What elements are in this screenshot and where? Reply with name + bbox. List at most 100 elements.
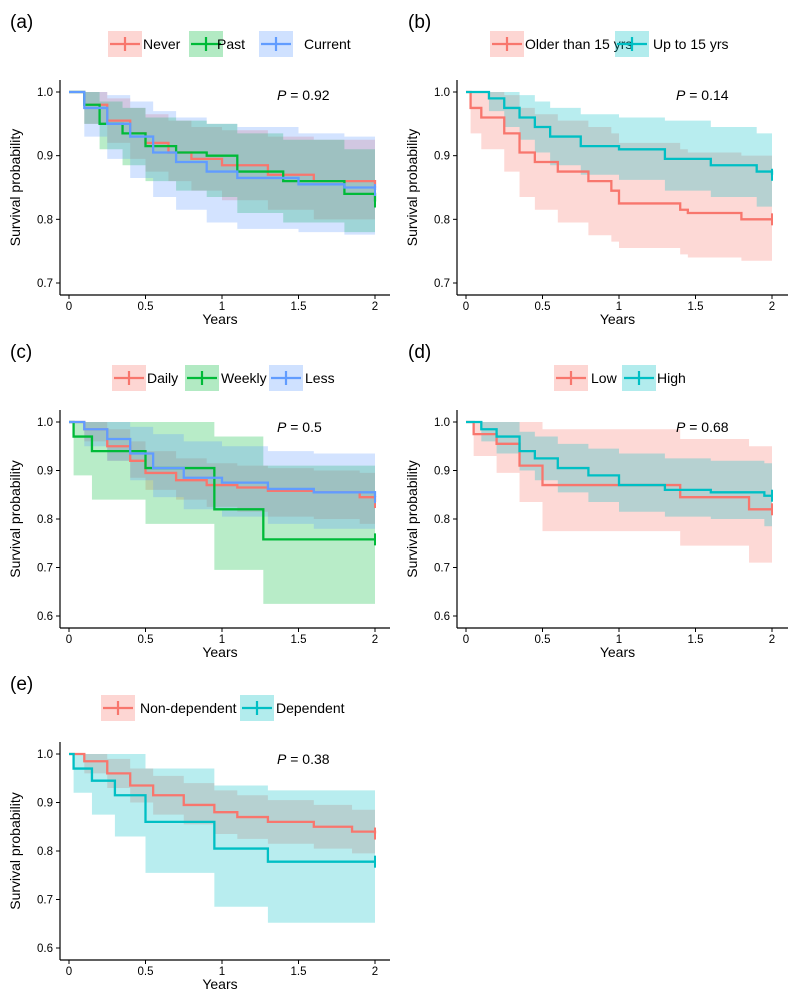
ci-band-dependent: [69, 754, 375, 923]
y-tick-label: 0.8: [37, 214, 53, 226]
panel-label: (b): [408, 12, 431, 33]
y-tick-label: 0.9: [434, 151, 450, 163]
legend-item: Low: [554, 365, 618, 391]
x-tick-label: 2: [769, 634, 775, 646]
survival-curve-high: [466, 420, 772, 497]
y-axis-title: Survival probability: [7, 460, 23, 578]
legend-label: Never: [143, 36, 181, 52]
survival-curve-dependent: [69, 752, 375, 863]
x-tick-label: 1: [219, 634, 225, 646]
legend-label: Dependent: [276, 700, 345, 716]
p-value-annotation: P = 0.92: [277, 87, 330, 103]
legend-item: Past: [189, 31, 245, 57]
y-axis-title: Survival probability: [7, 792, 23, 910]
x-tick-label: 1: [616, 301, 622, 313]
y-tick-label: 1.0: [37, 87, 53, 99]
y-tick-label: 0.7: [434, 563, 450, 575]
p-value-annotation: P = 0.14: [676, 87, 729, 103]
p-value-annotation: P = 0.68: [676, 419, 729, 435]
panel-b: (b) Older than 15 yrs Up to 15 yrs 0 0.5 1 1.5…: [404, 12, 788, 327]
legend-label: High: [657, 370, 686, 386]
x-tick-label: 0: [66, 966, 72, 978]
p-value-symbol: P: [277, 751, 287, 767]
y-tick-label: 0.6: [434, 611, 450, 623]
x-axis-title: Years: [202, 644, 237, 660]
y-tick-label: 0.8: [37, 846, 53, 858]
survival-curve-current: [69, 90, 377, 191]
y-tick-label: 0.7: [434, 278, 450, 290]
x-tick-label: 1.5: [291, 301, 307, 313]
panel-d: (d) Low High 0 0.5 1 1.5 2 0.6 0.7 0.8 0.9 1.0 Years S…: [404, 342, 788, 660]
p-value-symbol: P: [676, 87, 686, 103]
legend-item: Dependent: [240, 695, 345, 721]
y-tick-label: 0.8: [434, 514, 450, 526]
p-value-text: = 0.14: [685, 87, 728, 103]
x-tick-label: 1: [616, 634, 622, 646]
p-value-symbol: P: [277, 87, 287, 103]
panel-e: (e) Non-dependent Dependent 0 0.5 1 1.5 2 0.6 0.7…: [7, 674, 390, 992]
survival-curve-up-to-15-yrs: [466, 90, 774, 175]
panel-a: (a) Never Past Current 0 0.5 1 1.5 2 0.7 0.8 0.9 1.0…: [7, 12, 390, 327]
y-tick-label: 0.6: [37, 611, 53, 623]
legend-label: Older than 15 yrs: [525, 36, 632, 52]
legend-label: Past: [217, 36, 245, 52]
x-tick-label: 0.5: [535, 301, 551, 313]
legend-item: High: [622, 365, 686, 391]
legend-label: Less: [305, 370, 335, 386]
panel-label: (e): [10, 674, 33, 695]
y-tick-label: 1.0: [434, 87, 450, 99]
y-tick-label: 0.7: [37, 278, 53, 290]
y-axis-title: Survival probability: [7, 129, 23, 247]
x-tick-label: 0: [463, 634, 469, 646]
legend-item: Current: [259, 31, 351, 57]
survival-curve-non-dependent: [69, 752, 377, 834]
x-tick-label: 2: [372, 301, 378, 313]
panel-label: (c): [10, 342, 32, 363]
x-tick-label: 2: [372, 966, 378, 978]
x-tick-label: 2: [372, 634, 378, 646]
panel-c: (c) Daily Weekly Less 0 0.5 1 1.5 2 0.6 0.7 0.8 0.9 1…: [7, 342, 390, 660]
ci-band-daily: [69, 422, 375, 529]
legend-item: Daily: [112, 365, 178, 391]
x-tick-label: 0: [66, 634, 72, 646]
p-value-symbol: P: [676, 419, 686, 435]
x-axis-title: Years: [600, 311, 635, 327]
x-tick-label: 2: [769, 301, 775, 313]
ci-band-high: [466, 422, 772, 527]
p-value-text: = 0.68: [685, 419, 728, 435]
legend-item: Weekly: [185, 365, 267, 391]
x-tick-label: 1: [219, 301, 225, 313]
y-axis-title: Survival probability: [404, 129, 420, 247]
y-tick-label: 0.7: [37, 563, 53, 575]
x-axis-title: Years: [202, 311, 237, 327]
x-tick-label: 0: [66, 301, 72, 313]
legend-item: Up to 15 yrs: [615, 31, 728, 57]
x-tick-label: 0.5: [535, 634, 551, 646]
legend-item: Older than 15 yrs: [490, 31, 632, 57]
x-tick-label: 1: [219, 966, 225, 978]
x-tick-label: 0.5: [138, 634, 154, 646]
survival-curve-less: [69, 420, 377, 498]
ci-band-non-dependent: [69, 754, 375, 856]
y-tick-label: 0.9: [434, 466, 450, 478]
x-tick-label: 0.5: [138, 301, 154, 313]
y-tick-label: 0.9: [37, 466, 53, 478]
y-tick-label: 0.8: [434, 214, 450, 226]
panel-label: (a): [10, 12, 33, 33]
legend-label: Current: [304, 36, 351, 52]
survival-curve-low: [466, 420, 772, 511]
survival-curve-older-than-15-yrs: [466, 90, 772, 221]
x-tick-label: 1.5: [688, 634, 704, 646]
y-tick-label: 1.0: [37, 417, 53, 429]
y-tick-label: 1.0: [434, 417, 450, 429]
p-value-annotation: P = 0.38: [277, 751, 330, 767]
legend-label: Low: [591, 370, 618, 386]
legend-label: Up to 15 yrs: [653, 36, 728, 52]
legend-item: Never: [108, 31, 181, 57]
legend-item: Non-dependent: [101, 695, 237, 721]
x-tick-label: 0.5: [138, 966, 154, 978]
x-axis-title: Years: [600, 644, 635, 660]
legend-label: Weekly: [221, 370, 267, 386]
y-tick-label: 0.7: [37, 895, 53, 907]
x-tick-label: 1.5: [291, 634, 307, 646]
